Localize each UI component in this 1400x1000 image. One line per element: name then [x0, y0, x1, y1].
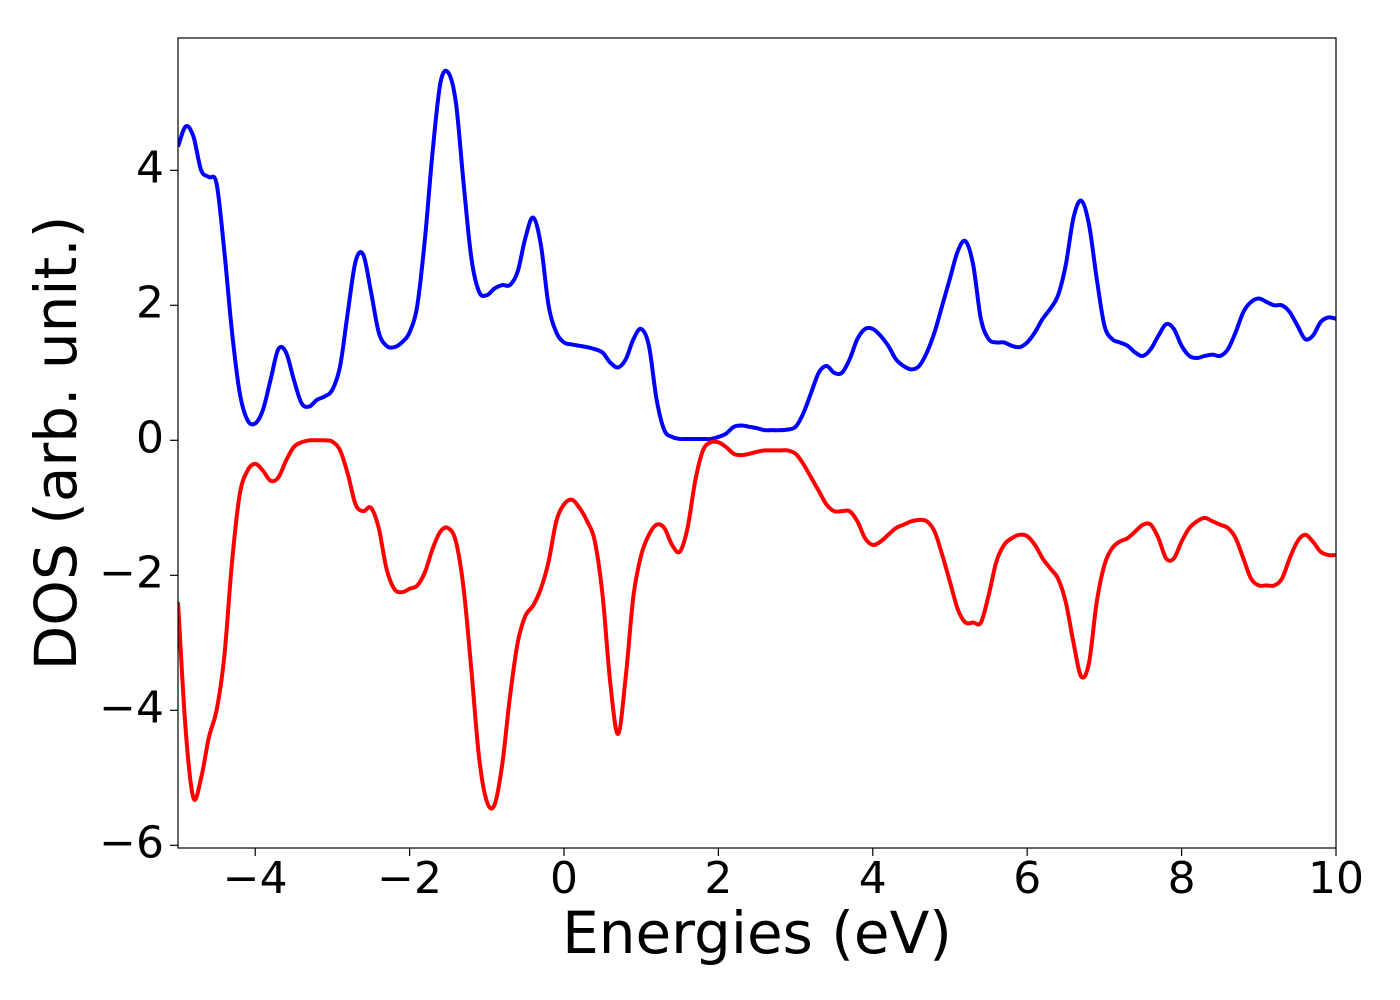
x-tick-label: 8 — [1168, 853, 1196, 904]
axes-frame — [177, 37, 1337, 849]
y-tick-label: 4 — [136, 142, 164, 193]
x-tick-label: 4 — [859, 853, 887, 904]
y-tick-label: −6 — [99, 817, 164, 868]
data-line — [178, 68, 1336, 442]
x-tick-label: 2 — [704, 853, 732, 904]
x-tick-label: −4 — [223, 853, 288, 904]
x-axis-label: Energies (eV) — [562, 899, 952, 967]
x-tick-label: 0 — [550, 853, 578, 904]
y-tick-label: −4 — [99, 682, 164, 733]
plot-area — [178, 68, 1336, 811]
x-tick-label: 10 — [1308, 853, 1364, 904]
x-tick-label: −2 — [377, 853, 442, 904]
y-tick-label: −2 — [99, 547, 164, 598]
y-tick-label: 2 — [136, 277, 164, 328]
y-axis-label: DOS (arb. unit.) — [22, 216, 90, 671]
y-tick-label: 0 — [136, 412, 164, 463]
data-line — [178, 438, 1336, 811]
x-tick-label: 6 — [1013, 853, 1041, 904]
